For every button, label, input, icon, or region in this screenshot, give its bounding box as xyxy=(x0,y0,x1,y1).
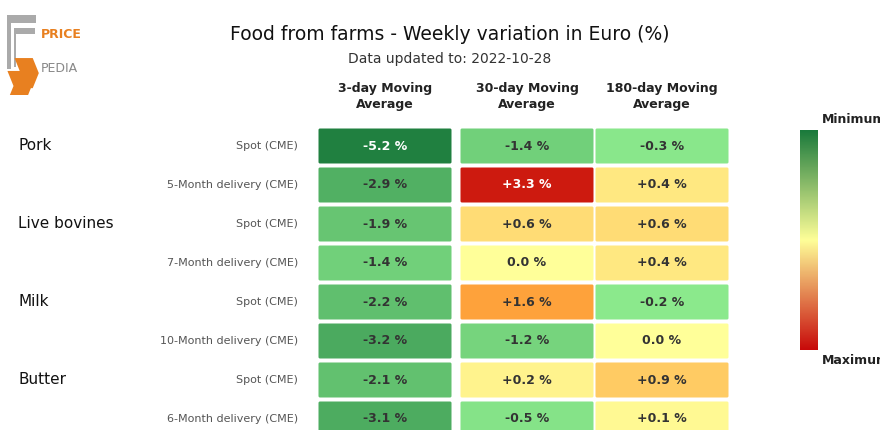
Text: 10-Month delivery (CME): 10-Month delivery (CME) xyxy=(160,336,298,346)
Bar xyxy=(13,28,17,67)
Polygon shape xyxy=(15,58,39,88)
Text: -0.3 %: -0.3 % xyxy=(640,139,684,153)
Text: -3.1 %: -3.1 % xyxy=(363,412,407,426)
FancyBboxPatch shape xyxy=(319,168,451,203)
Text: -2.9 %: -2.9 % xyxy=(363,178,407,191)
Text: Maximum: Maximum xyxy=(822,354,880,367)
Bar xyxy=(13,28,35,34)
Text: Live bovines: Live bovines xyxy=(18,216,114,231)
FancyBboxPatch shape xyxy=(596,362,729,397)
Text: Spot (CME): Spot (CME) xyxy=(236,141,298,151)
Text: +0.6 %: +0.6 % xyxy=(637,218,686,230)
Text: PEDIA: PEDIA xyxy=(40,62,78,75)
Text: -1.2 %: -1.2 % xyxy=(505,335,549,347)
FancyBboxPatch shape xyxy=(319,285,451,319)
FancyBboxPatch shape xyxy=(596,168,729,203)
Text: Milk: Milk xyxy=(18,295,48,310)
Text: +1.6 %: +1.6 % xyxy=(502,295,552,308)
Text: PRICE: PRICE xyxy=(40,28,82,41)
FancyBboxPatch shape xyxy=(460,362,593,397)
Text: -1.4 %: -1.4 % xyxy=(363,257,407,270)
Text: Spot (CME): Spot (CME) xyxy=(236,219,298,229)
Text: Data updated to: 2022-10-28: Data updated to: 2022-10-28 xyxy=(348,52,552,66)
Text: -0.2 %: -0.2 % xyxy=(640,295,684,308)
FancyBboxPatch shape xyxy=(460,323,593,359)
Text: 180-day Moving
Average: 180-day Moving Average xyxy=(606,82,718,111)
Text: -0.5 %: -0.5 % xyxy=(505,412,549,426)
FancyBboxPatch shape xyxy=(460,168,593,203)
Text: Spot (CME): Spot (CME) xyxy=(236,297,298,307)
Text: 5-Month delivery (CME): 5-Month delivery (CME) xyxy=(167,180,298,190)
FancyBboxPatch shape xyxy=(596,402,729,430)
Text: 3-day Moving
Average: 3-day Moving Average xyxy=(338,82,432,111)
Text: Spot (CME): Spot (CME) xyxy=(236,375,298,385)
FancyBboxPatch shape xyxy=(596,129,729,163)
Text: -1.9 %: -1.9 % xyxy=(363,218,407,230)
Text: 30-day Moving
Average: 30-day Moving Average xyxy=(475,82,578,111)
Bar xyxy=(7,15,11,69)
Text: -5.2 %: -5.2 % xyxy=(363,139,407,153)
FancyBboxPatch shape xyxy=(460,246,593,280)
Text: 0.0 %: 0.0 % xyxy=(642,335,682,347)
FancyBboxPatch shape xyxy=(460,206,593,242)
Text: +0.9 %: +0.9 % xyxy=(637,374,686,387)
Text: +0.1 %: +0.1 % xyxy=(637,412,687,426)
FancyBboxPatch shape xyxy=(319,246,451,280)
FancyBboxPatch shape xyxy=(596,206,729,242)
Polygon shape xyxy=(7,71,32,101)
Text: +0.4 %: +0.4 % xyxy=(637,178,687,191)
FancyBboxPatch shape xyxy=(319,402,451,430)
Text: -2.1 %: -2.1 % xyxy=(363,374,407,387)
Text: 6-Month delivery (CME): 6-Month delivery (CME) xyxy=(167,414,298,424)
FancyBboxPatch shape xyxy=(460,129,593,163)
Text: Pork: Pork xyxy=(18,138,51,154)
FancyBboxPatch shape xyxy=(319,129,451,163)
FancyBboxPatch shape xyxy=(319,362,451,397)
Text: +3.3 %: +3.3 % xyxy=(502,178,552,191)
Text: +0.4 %: +0.4 % xyxy=(637,257,687,270)
Text: Food from farms - Weekly variation in Euro (%): Food from farms - Weekly variation in Eu… xyxy=(231,25,670,44)
FancyBboxPatch shape xyxy=(596,323,729,359)
Text: -1.4 %: -1.4 % xyxy=(505,139,549,153)
Text: 0.0 %: 0.0 % xyxy=(508,257,546,270)
Text: -2.2 %: -2.2 % xyxy=(363,295,407,308)
Text: +0.2 %: +0.2 % xyxy=(502,374,552,387)
FancyBboxPatch shape xyxy=(319,206,451,242)
FancyBboxPatch shape xyxy=(460,285,593,319)
FancyBboxPatch shape xyxy=(319,323,451,359)
Text: +0.6 %: +0.6 % xyxy=(502,218,552,230)
FancyBboxPatch shape xyxy=(596,246,729,280)
Text: -3.2 %: -3.2 % xyxy=(363,335,407,347)
Text: Minimum: Minimum xyxy=(822,113,880,126)
FancyBboxPatch shape xyxy=(596,285,729,319)
FancyBboxPatch shape xyxy=(460,402,593,430)
Text: Butter: Butter xyxy=(18,372,66,387)
Bar xyxy=(7,15,36,22)
Text: 7-Month delivery (CME): 7-Month delivery (CME) xyxy=(166,258,298,268)
